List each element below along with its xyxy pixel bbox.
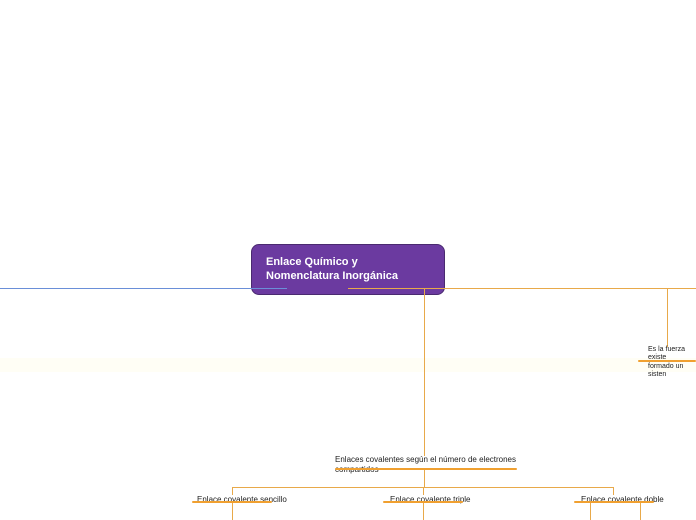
child1-underline	[192, 501, 272, 503]
right-down-connector	[667, 288, 668, 347]
right-main-connector	[348, 288, 696, 289]
child3-text: Enlace covalente doble	[581, 495, 664, 505]
left-main-connector	[0, 288, 287, 289]
child2-text: Enlace covalente triple	[390, 495, 471, 505]
right-detail-underline	[638, 360, 696, 362]
child3-down	[590, 503, 591, 520]
child2-underline	[383, 501, 463, 503]
branch-v3	[613, 487, 614, 495]
child2-down	[423, 503, 424, 520]
right-detail-text: Es la fuerza existeformado un sisten	[648, 346, 696, 380]
highlight-band	[0, 358, 696, 372]
branch-v1	[232, 487, 233, 495]
branch-v2	[423, 487, 424, 495]
root-node: Enlace Químico y Nomenclatura Inorgánica	[251, 244, 445, 295]
child1-text: Enlace covalente sencillo	[197, 495, 287, 505]
child3-underline	[574, 501, 654, 503]
subtopic-underline	[335, 468, 517, 470]
child1-down	[232, 503, 233, 520]
child2b-down	[640, 503, 641, 520]
root-title: Enlace Químico y Nomenclatura Inorgánica	[266, 256, 398, 282]
subtopic-text: Enlaces covalentes según el número de el…	[335, 455, 516, 474]
subtopic-down-connector	[424, 289, 425, 456]
